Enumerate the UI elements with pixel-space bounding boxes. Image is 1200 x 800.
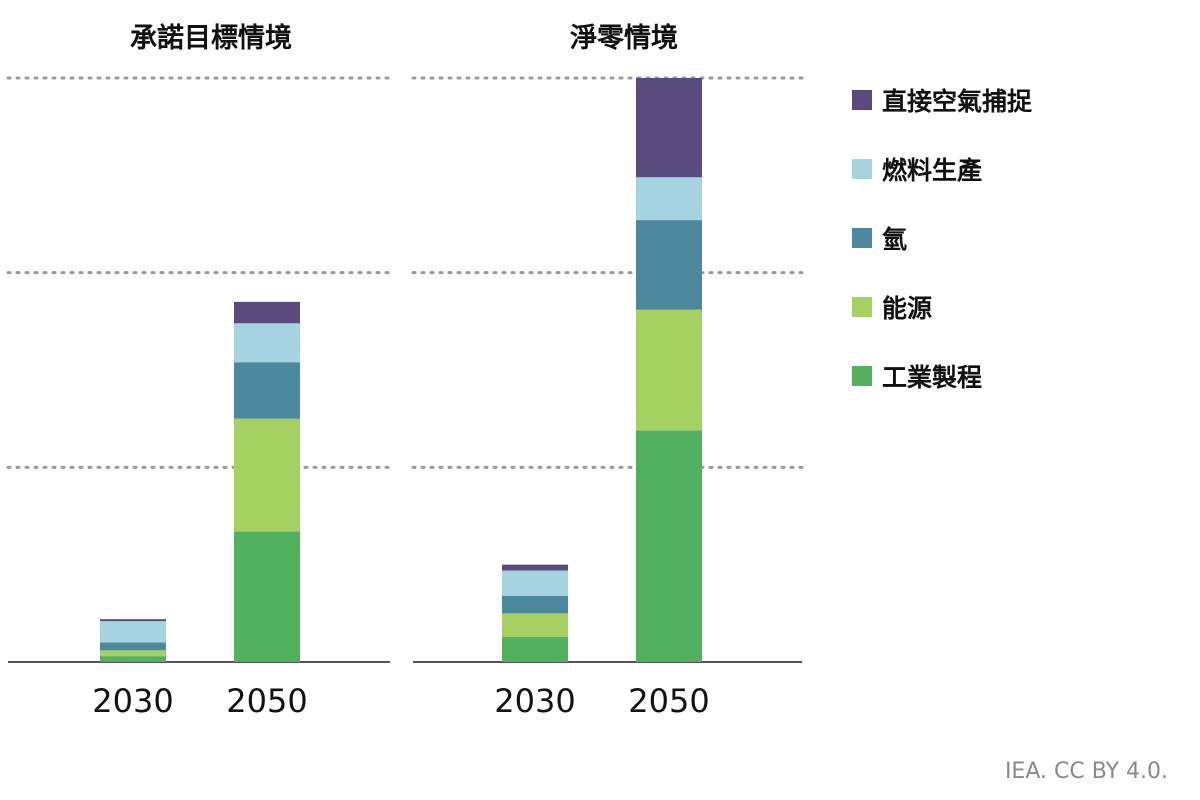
bar-segment [502,564,568,571]
x-tick-label: 2030 [494,682,575,720]
legend-swatch [852,297,872,317]
legend-label: 燃料生產 [882,156,983,185]
bar-segment [636,220,702,310]
bar-segment [636,78,702,178]
legend-item: 直接空氣捕捉 [852,84,1112,116]
bar-segment [636,177,702,221]
bar-segment [502,570,568,596]
legend-item: 燃料生產 [852,153,1112,185]
bar-segment [502,595,568,614]
legend-swatch [852,366,872,386]
panel-title: 承諾目標情境 [130,22,292,54]
panel-title: 淨零情境 [570,23,678,54]
bar-segment [234,362,300,419]
bar-segment [100,619,166,622]
source-credit: IEA. CC BY 4.0. [1004,759,1168,784]
bar-segment [100,656,166,662]
bar-segment [234,418,300,532]
legend-label: 直接空氣捕捉 [882,87,1033,116]
x-tick-label: 2050 [628,682,709,720]
bar-segment [234,323,300,363]
legend-swatch [852,228,872,248]
legend-item: 氫 [852,222,1112,254]
bar-segment [234,301,300,324]
bar-segment [636,309,702,431]
bar-segment [234,531,300,662]
legend-label: 氫 [882,225,908,254]
legend-swatch [852,159,872,179]
bar-segment [100,642,166,651]
legend-swatch [852,90,872,110]
legend-item: 工業製程 [852,360,1112,392]
x-tick-label: 2030 [92,682,173,720]
x-tick-label: 2050 [226,682,307,720]
bar-segment [100,650,166,657]
chart-legend: 直接空氣捕捉 燃料生產氫能源工業製程 [852,84,1112,429]
bar-segment [502,613,568,637]
legend-label: 工業製程 [882,363,983,392]
bar-segment [100,621,166,643]
legend-label: 能源 [882,294,933,323]
bar-segment [502,636,568,662]
legend-item: 能源 [852,291,1112,323]
bar-segment [636,430,702,662]
